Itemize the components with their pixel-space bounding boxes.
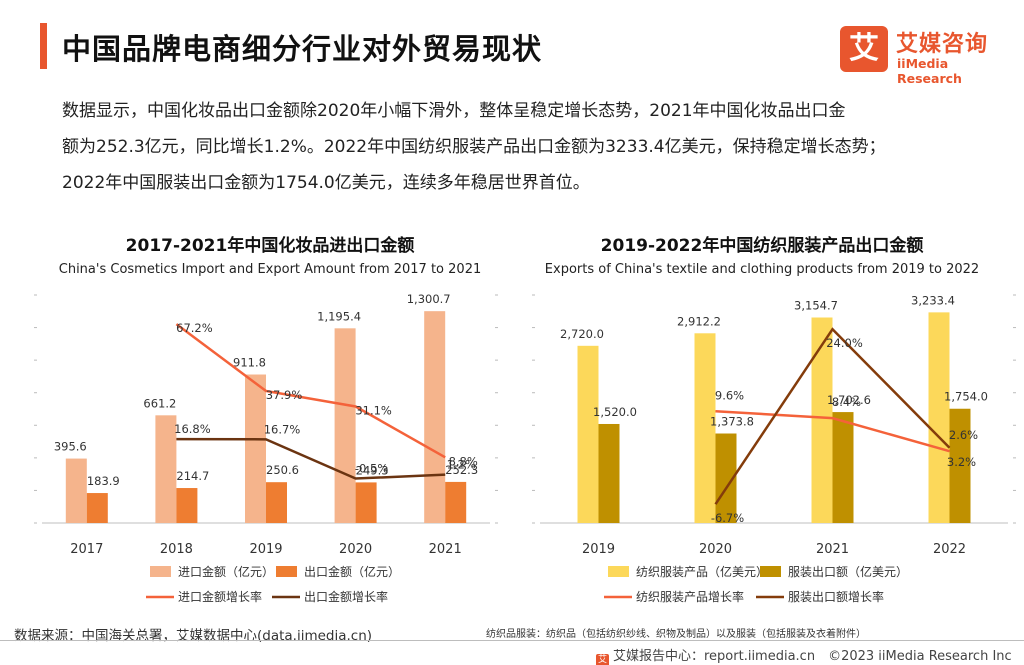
legend-label: 进口金额（亿元） xyxy=(178,564,274,579)
bar-b-2020 xyxy=(715,433,737,523)
line-value-label: 16.8% xyxy=(174,422,211,436)
line-value-label: 8.8% xyxy=(449,454,478,468)
line-value-label: 8.4% xyxy=(832,395,861,409)
legend-label: 出口金额（亿元） xyxy=(304,564,400,579)
line-value-label: 1.2% xyxy=(447,458,476,472)
page-title: 中国品牌电商细分行业对外贸易现状 xyxy=(62,32,543,66)
x-tick-label: 2019 xyxy=(582,542,615,557)
line-value-label: 3.2% xyxy=(947,455,976,469)
summary-line-2: 额为252.3亿元，同比增长1.2%。2022年中国纺织服装产品出口金额为323… xyxy=(62,137,886,157)
bar-a-2019 xyxy=(577,345,599,523)
bar-a-2017 xyxy=(65,458,87,523)
cosmetics-chart: 395.6 183.9 2017 661.2 214.7 2018 911.8 250.6 20… xyxy=(34,292,498,604)
x-tick-label: 2020 xyxy=(699,542,732,557)
bar-a-2019 xyxy=(245,374,266,523)
line-value-label: 24.0% xyxy=(826,336,863,350)
bar-value-label: 2,912.2 xyxy=(677,314,721,328)
footer-report: 艾艾媒报告中心：report.iimedia.cn ©2023 iiMedia … xyxy=(596,645,1012,665)
legend-label: 服装出口额增长率 xyxy=(788,589,884,604)
bar-b-2017 xyxy=(86,493,108,523)
legend-label: 服装出口额（亿美元） xyxy=(788,564,908,579)
line-value-label: 37.9% xyxy=(266,388,303,402)
bar-value-label: 249.3 xyxy=(356,463,389,477)
line-value-label: 2.6% xyxy=(949,428,978,442)
line-value-label: 67.2% xyxy=(176,321,213,335)
bar-value-label: 661.2 xyxy=(143,396,176,410)
logo-en-text: iiMedia Research xyxy=(897,56,962,86)
bar-b-2018 xyxy=(176,488,198,523)
footnote: 纺织品服装：纺织品（包括纺织纱线、织物及制品）以及服装（包括服装及衣着附件） xyxy=(486,629,866,640)
line-value-label: 31.1% xyxy=(355,403,392,417)
legend-label: 进口金额增长率 xyxy=(178,589,262,604)
logo-cn-text: 艾媒咨询 xyxy=(896,32,989,57)
bar-b-2020 xyxy=(355,482,377,523)
series-line-b xyxy=(714,327,951,505)
bar-value-label: 1,195.4 xyxy=(317,309,361,323)
bar-b-2022 xyxy=(949,408,971,523)
bar-b-2019 xyxy=(266,482,287,523)
legend-swatch xyxy=(760,566,781,577)
line-value-label: 16.7% xyxy=(264,422,301,436)
bar-value-label: 911.8 xyxy=(233,356,266,370)
bar-a-2020 xyxy=(334,328,356,523)
x-tick-label: 2019 xyxy=(249,542,282,557)
chart1-subtitle: China's Cosmetics Import and Export Amou… xyxy=(58,262,482,277)
x-tick-label: 2020 xyxy=(339,542,372,557)
bar-value-label: 1,300.7 xyxy=(407,292,451,306)
legend-label: 纺织服装产品增长率 xyxy=(636,589,744,604)
bar-a-2020 xyxy=(694,333,716,523)
series-line-a xyxy=(715,410,950,453)
legend-label: 出口金额增长率 xyxy=(304,589,388,604)
bar-b-2021 xyxy=(445,481,467,523)
footer-divider xyxy=(0,640,1024,641)
bar-value-label: 3,154.7 xyxy=(794,298,838,312)
bar-value-label: 1,754.0 xyxy=(944,390,988,404)
x-tick-label: 2022 xyxy=(933,542,966,557)
bar-value-label: 3,233.4 xyxy=(911,293,955,307)
legend-swatch xyxy=(150,566,171,577)
x-tick-label: 2021 xyxy=(429,542,462,557)
bar-a-2018 xyxy=(155,415,177,523)
iimedia-logo: 艾 艾媒咨询 iiMedia Research xyxy=(840,22,1010,86)
x-tick-label: 2017 xyxy=(70,542,103,557)
report-logo-icon: 艾 xyxy=(596,654,609,665)
bar-value-label: 252.3 xyxy=(445,463,478,477)
line-value-label: -0.5% xyxy=(355,462,388,476)
textile-chart: 2,720.0 1,520.0 2019 2,912.2 1,373.8 2020 3,15… xyxy=(532,293,1016,604)
legend-swatch xyxy=(276,566,297,577)
bar-a-2021 xyxy=(811,317,833,523)
series-line-a xyxy=(175,323,446,459)
bar-value-label: 183.9 xyxy=(87,474,120,488)
footer-report-text: 艾媒报告中心：report.iimedia.cn ©2023 iiMedia R… xyxy=(613,649,1012,664)
summary-text: 数据显示，中国化妆品出口金额除2020年小幅下滑外，整体呈稳定增长态势，2021… xyxy=(62,93,992,201)
bar-a-2021 xyxy=(424,311,446,523)
bar-value-label: 1,702.6 xyxy=(827,393,871,407)
bar-value-label: 1,520.0 xyxy=(593,405,637,419)
chart2-subtitle: Exports of China's textile and clothing … xyxy=(544,262,980,277)
summary-line-3: 2022年中国服装出口金额为1754.0亿美元，连续多年稳居世界首位。 xyxy=(62,173,590,193)
bar-b-2021 xyxy=(832,412,854,523)
summary-line-1: 数据显示，中国化妆品出口金额除2020年小幅下滑外，整体呈稳定增长态势，2021… xyxy=(62,101,846,121)
bar-value-label: 395.6 xyxy=(54,440,87,454)
chart1-title: 2017-2021年中国化妆品进出口金额 xyxy=(125,236,415,256)
chart2-title: 2019-2022年中国纺织服装产品出口金额 xyxy=(600,236,924,256)
series-line-b xyxy=(176,437,446,480)
bar-a-2022 xyxy=(928,312,950,523)
title-accent-bar xyxy=(40,23,47,69)
line-value-label: 9.6% xyxy=(715,388,744,402)
bar-value-label: 2,720.0 xyxy=(560,327,604,341)
bar-value-label: 1,373.8 xyxy=(710,415,754,429)
line-value-label: -6.7% xyxy=(711,511,744,525)
logo-mark-icon: 艾 xyxy=(840,26,888,72)
legend-swatch xyxy=(608,566,629,577)
bar-value-label: 250.6 xyxy=(266,463,299,477)
bar-value-label: 214.7 xyxy=(176,469,209,483)
data-source: 数据来源：中国海关总署，艾媒数据中心(data.iimedia.cn) xyxy=(14,628,373,644)
legend-label: 纺织服装产品（亿美元） xyxy=(636,564,768,579)
x-tick-label: 2018 xyxy=(160,542,193,557)
bar-b-2019 xyxy=(598,423,620,523)
x-tick-label: 2021 xyxy=(816,542,849,557)
